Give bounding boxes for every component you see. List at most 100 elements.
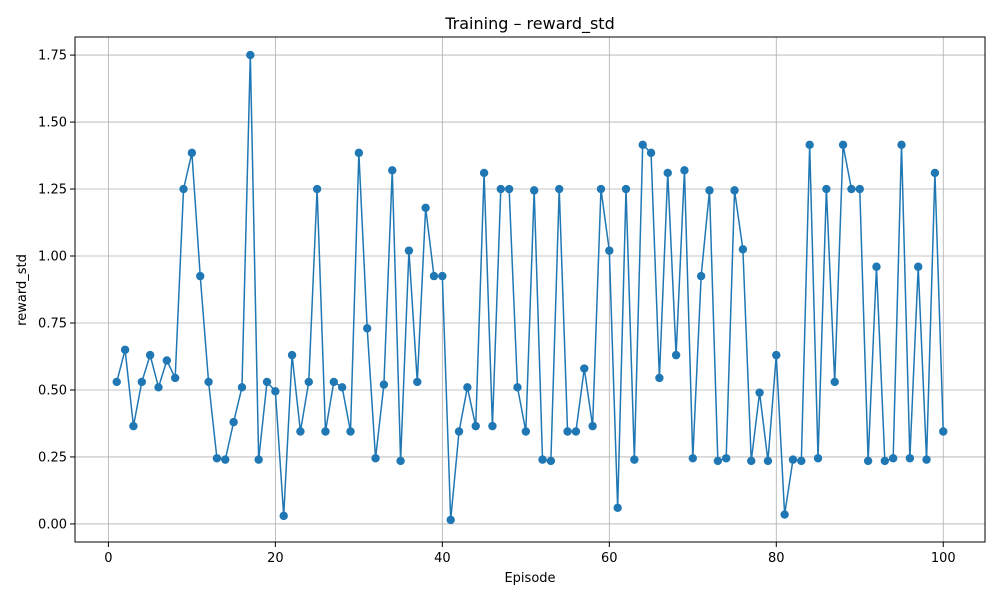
data-point <box>838 140 848 150</box>
plot-frame <box>74 36 986 543</box>
data-point <box>797 456 806 466</box>
data-point <box>488 421 497 431</box>
data-point <box>296 427 305 436</box>
data-point <box>346 427 355 436</box>
data-point <box>471 421 480 431</box>
data-point <box>312 184 322 194</box>
data-point <box>888 454 898 463</box>
x-axis: 0 20 40 60 80 100 <box>104 542 956 566</box>
x-tick-label: 20 <box>267 551 284 566</box>
data-point <box>187 148 197 158</box>
data-point <box>137 377 146 387</box>
data-point <box>463 383 472 392</box>
y-tick-label: 0.75 <box>38 316 67 331</box>
data-point <box>571 427 581 436</box>
data-point <box>646 148 656 158</box>
data-point <box>780 510 789 519</box>
series-line-group <box>116 54 945 521</box>
data-point <box>363 324 372 333</box>
data-point <box>496 184 505 194</box>
data-point <box>613 503 622 513</box>
data-point <box>630 455 639 464</box>
data-point <box>621 184 631 194</box>
data-point <box>196 271 205 281</box>
data-point <box>721 454 731 463</box>
series-line <box>116 54 945 521</box>
data-point <box>897 140 906 150</box>
grid-lines <box>75 37 985 542</box>
data-points-group <box>112 50 948 525</box>
data-point <box>112 377 121 387</box>
data-point <box>605 246 614 255</box>
data-point <box>872 262 881 271</box>
data-point <box>162 356 172 365</box>
data-point <box>596 184 606 194</box>
data-point <box>120 345 130 354</box>
x-tick-label: 40 <box>434 551 451 566</box>
data-point <box>847 184 856 194</box>
data-point <box>663 168 672 178</box>
data-point <box>229 417 238 427</box>
data-point <box>730 186 739 195</box>
data-point <box>413 377 422 387</box>
data-point <box>914 262 923 271</box>
data-point <box>304 377 313 387</box>
data-point <box>279 511 288 521</box>
data-point <box>905 454 915 463</box>
y-axis: 0.00 0.25 0.50 0.75 1.00 1.25 1.50 1.75 <box>38 49 75 532</box>
data-point <box>738 245 748 254</box>
data-point <box>262 377 272 387</box>
data-point <box>337 383 347 392</box>
x-tick-label: 60 <box>601 551 618 566</box>
data-point <box>822 184 831 194</box>
data-point <box>271 387 280 396</box>
data-point <box>329 377 339 387</box>
data-point <box>479 168 489 178</box>
data-point <box>129 421 138 431</box>
y-tick-label: 0.25 <box>38 450 67 465</box>
data-point <box>930 168 940 178</box>
data-point <box>763 456 773 466</box>
data-point <box>446 515 455 525</box>
x-tick-label: 0 <box>104 551 112 566</box>
data-point <box>438 271 447 281</box>
data-point <box>830 377 839 387</box>
data-point <box>696 271 706 281</box>
data-point <box>671 350 681 360</box>
data-point <box>513 383 522 392</box>
x-axis-title: Episode <box>504 571 555 586</box>
data-point <box>429 271 439 281</box>
data-point <box>755 388 764 397</box>
y-tick-label: 0.50 <box>38 383 67 398</box>
data-point <box>538 455 547 464</box>
data-point <box>680 166 689 175</box>
y-tick-label: 0.00 <box>38 517 67 532</box>
data-point <box>421 203 430 212</box>
data-point <box>504 184 514 194</box>
data-point <box>529 186 539 195</box>
data-point <box>145 350 155 360</box>
data-point <box>212 454 222 463</box>
y-tick-label: 1.50 <box>38 116 67 131</box>
y-tick-label: 1.00 <box>38 250 67 265</box>
data-point <box>863 456 873 466</box>
data-point <box>855 184 864 194</box>
data-point <box>939 427 948 436</box>
data-point <box>287 350 297 360</box>
data-point <box>237 383 247 392</box>
data-point <box>321 427 330 436</box>
data-point <box>772 350 781 360</box>
data-point <box>204 377 213 387</box>
data-point <box>246 50 255 60</box>
y-tick-label: 1.75 <box>38 49 67 64</box>
data-point <box>154 383 163 392</box>
data-point <box>354 148 364 158</box>
data-point <box>254 455 263 464</box>
data-point <box>404 246 414 255</box>
data-point <box>179 184 188 194</box>
data-point <box>705 186 714 195</box>
data-point <box>521 427 531 436</box>
data-point <box>655 373 664 383</box>
data-point <box>713 456 723 466</box>
